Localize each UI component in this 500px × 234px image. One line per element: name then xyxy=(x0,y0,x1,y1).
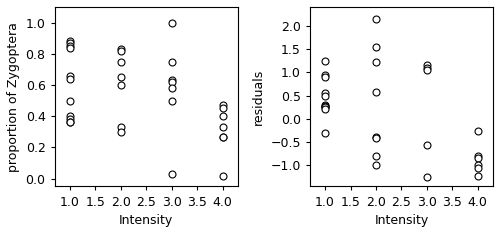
Y-axis label: residuals: residuals xyxy=(252,69,264,125)
X-axis label: Intensity: Intensity xyxy=(119,214,174,227)
X-axis label: Intensity: Intensity xyxy=(374,214,428,227)
Y-axis label: proportion of Zygoptera: proportion of Zygoptera xyxy=(7,22,20,172)
